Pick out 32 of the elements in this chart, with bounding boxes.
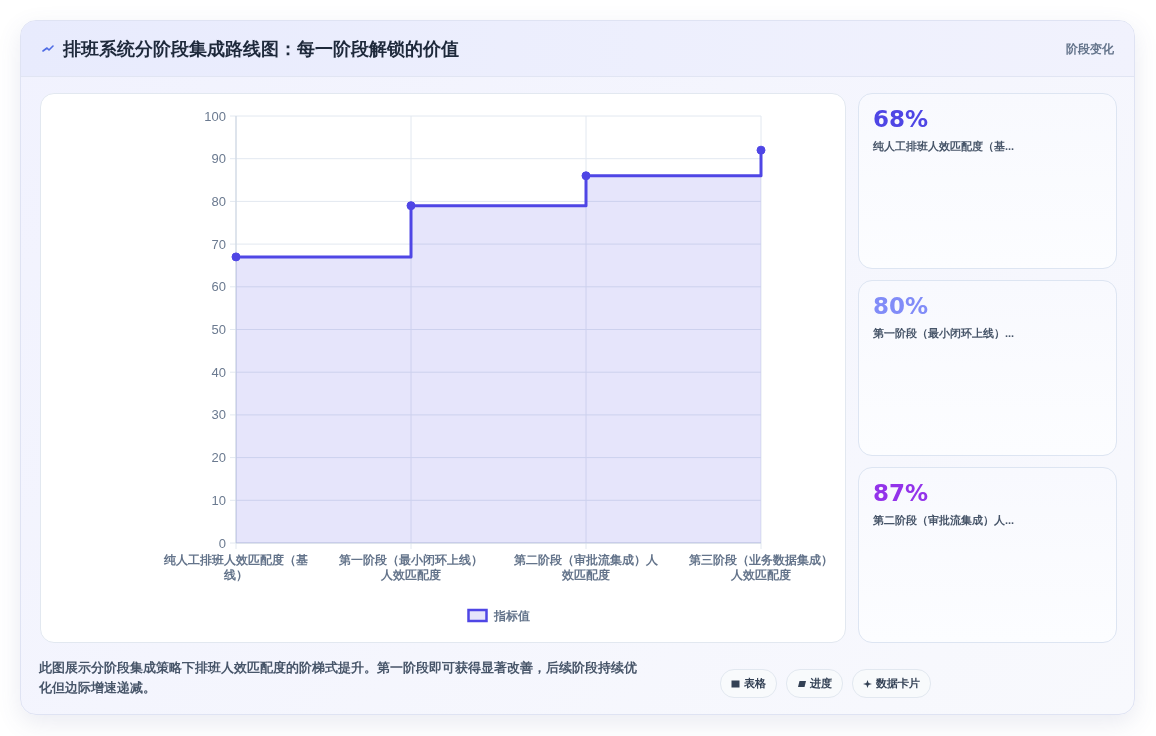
point [231,252,241,262]
text: 第一阶段（最小闭环上线）... [873,326,1015,341]
text: 进度 [810,676,832,691]
y-tick-label: 30 [211,407,226,423]
legend-label: 指标值 [492,609,530,623]
y-tick-label: 20 [211,450,226,466]
y-tick-label: 70 [211,236,226,252]
text: 80% [873,293,929,319]
y-tick-label: 90 [211,151,226,167]
chart-title: 排班系统分阶段集成路线图：每一阶段解锁的价值 [63,38,459,61]
text: 第二阶段（审批流集成）人... [873,513,1015,528]
text: 纯人工排班人效匹配度（基... [873,139,1015,154]
text: 68% [873,106,929,132]
text: 87% [873,480,929,506]
y-tick-label: 0 [218,535,226,551]
y-tick-label: 100 [204,108,226,124]
point [406,201,416,211]
y-tick-label: 40 [211,364,226,380]
point [581,171,591,181]
point [756,145,766,155]
y-tick-label: 60 [211,279,226,295]
y-tick-label: 80 [211,193,226,209]
text: 数据卡片 [876,676,920,691]
text: 此图展示分阶段集成策略下排班人效匹配度的阶梯式提升。第一阶段即可获得显著改善，后续阶段持续优化但边际增速递减。 [39,659,638,697]
x-tick-label: 第二阶段（审批流集成）人效匹配度 [513,553,659,583]
text: 阶段变化 [1066,41,1114,58]
x-tick-label: 纯人工排班人效匹配度（基线） [163,553,309,583]
y-tick-label: 50 [211,322,226,337]
x-tick-label: 第三阶段（业务数据集成）人效匹配度 [688,553,834,583]
x-tick-label: 第一阶段（最小闭环上线）人效匹配度 [338,553,484,583]
y-tick-label: 10 [211,492,226,508]
text: 表格 [744,676,766,691]
